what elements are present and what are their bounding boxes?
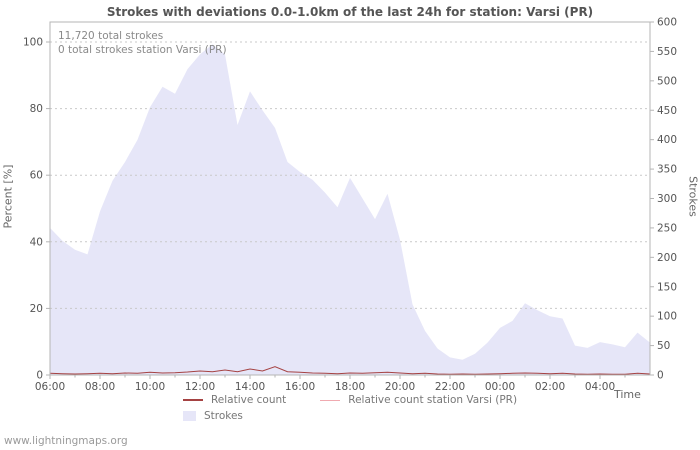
svg-text:450: 450 (657, 105, 677, 117)
legend-relative-count-station-label: Relative count station Varsi (PR) (348, 394, 518, 406)
svg-text:300: 300 (657, 193, 677, 205)
svg-text:06:00: 06:00 (35, 381, 65, 393)
svg-text:16:00: 16:00 (285, 381, 315, 393)
legend-row-area: Strokes (182, 410, 243, 422)
right-axis-title: Strokes (686, 176, 700, 217)
svg-text:600: 600 (657, 17, 677, 29)
total-strokes-annotation: 11,720 total strokes (58, 30, 164, 42)
svg-text:100: 100 (657, 311, 677, 323)
svg-text:150: 150 (657, 281, 677, 293)
legend-inner: Relative count Relative count station Va… (182, 394, 517, 422)
svg-text:100: 100 (23, 37, 43, 49)
svg-text:0: 0 (657, 370, 664, 382)
chart-title: Strokes with deviations 0.0-1.0km of the… (106, 5, 594, 19)
legend-relative-count-label: Relative count (210, 394, 287, 406)
svg-text:50: 50 (657, 340, 670, 352)
relative-count-line-swatch (182, 399, 203, 401)
legend: Relative count Relative count station Va… (0, 394, 700, 422)
svg-text:250: 250 (657, 222, 677, 234)
svg-text:0: 0 (36, 370, 43, 382)
svg-text:04:00: 04:00 (585, 381, 615, 393)
station-strokes-annotation: 0 total strokes station Varsi (PR) (58, 44, 227, 56)
legend-relative-count: Relative count (182, 394, 287, 406)
svg-text:400: 400 (657, 134, 677, 146)
svg-text:14:00: 14:00 (235, 381, 265, 393)
svg-text:00:00: 00:00 (485, 381, 515, 393)
legend-relative-count-station: Relative count station Varsi (PR) (320, 394, 517, 406)
left-axis-title: Percent [%] (1, 164, 15, 229)
legend-strokes: Strokes (182, 410, 243, 422)
watermark: www.lightningmaps.org (4, 435, 128, 447)
legend-strokes-label: Strokes (203, 410, 243, 422)
svg-text:350: 350 (657, 164, 677, 176)
svg-text:02:00: 02:00 (535, 381, 565, 393)
svg-text:200: 200 (657, 252, 677, 264)
svg-text:80: 80 (30, 103, 43, 115)
svg-text:40: 40 (30, 236, 43, 248)
svg-text:20:00: 20:00 (385, 381, 415, 393)
x-axis-title: Time (614, 388, 641, 401)
svg-text:22:00: 22:00 (435, 381, 465, 393)
svg-text:60: 60 (30, 170, 43, 182)
legend-row-lines: Relative count Relative count station Va… (182, 394, 517, 406)
svg-text:10:00: 10:00 (135, 381, 165, 393)
strokes-area-swatch (182, 411, 196, 421)
svg-text:500: 500 (657, 75, 677, 87)
svg-text:20: 20 (30, 303, 43, 315)
svg-text:12:00: 12:00 (185, 381, 215, 393)
svg-text:18:00: 18:00 (335, 381, 365, 393)
svg-text:550: 550 (657, 46, 677, 58)
relative-count-station-line-swatch (320, 399, 341, 401)
svg-text:08:00: 08:00 (85, 381, 115, 393)
